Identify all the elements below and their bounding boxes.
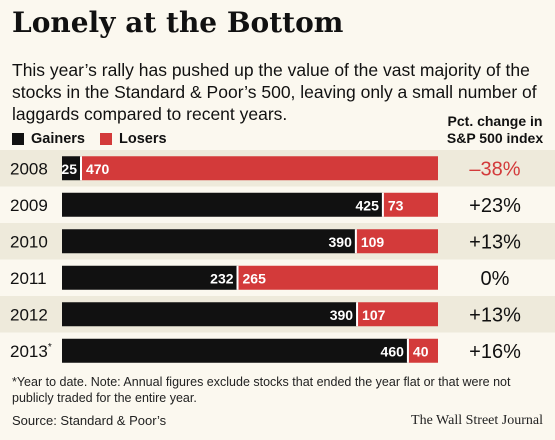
gainers-bar: [62, 302, 358, 327]
losers-bar: [237, 265, 438, 290]
losers-bar: [407, 338, 438, 363]
year-label: 2012: [10, 305, 48, 324]
gainers-value-label: 460: [381, 343, 405, 359]
gainers-value-label: 390: [330, 307, 354, 323]
footnote: *Year to date. Note: Annual figures excl…: [12, 375, 511, 405]
chart-title: Lonely at the Bottom: [12, 6, 344, 39]
gainers-bar: [62, 265, 238, 290]
year-label: 2011: [10, 269, 47, 288]
losers-value-label: 265: [243, 270, 267, 286]
pct-change-label: +13%: [469, 231, 521, 253]
year-label: 2010: [10, 232, 48, 251]
source-label: Source: Standard & Poor’s: [12, 413, 167, 428]
chart-subtitle: This year’s rally has pushed up the valu…: [12, 60, 537, 124]
gainers-value-label: 25: [61, 161, 77, 177]
stacked-bar-chart: 2008 25 470 –38% 2009 425 73 +23% 2010 390 109 +13%…: [0, 150, 555, 363]
legend-gainers-swatch: [12, 133, 24, 145]
gainers-value-label: 232: [210, 270, 234, 286]
losers-value-label: 107: [362, 307, 386, 323]
legend-losers-swatch: [100, 133, 112, 145]
pct-change-header: Pct. change in S&P 500 index: [446, 113, 544, 146]
legend-gainers: Gainers: [12, 131, 85, 147]
legend-losers-label: Losers: [119, 131, 167, 147]
gainers-bar: [62, 192, 383, 217]
losers-value-label: 73: [388, 197, 404, 213]
year-label: 2013*: [10, 342, 52, 361]
losers-bar: [80, 156, 438, 181]
legend-losers: Losers: [100, 131, 167, 147]
year-label: 2009: [10, 196, 48, 215]
losers-bar: [357, 302, 438, 327]
pct-change-label: 0%: [481, 268, 510, 290]
gainers-value-label: 425: [356, 197, 380, 213]
gainers-bar: [62, 156, 81, 181]
gainers-bar: [62, 338, 408, 363]
pct-change-label: +13%: [469, 304, 521, 326]
legend-gainers-label: Gainers: [31, 131, 85, 147]
losers-bar: [382, 192, 438, 217]
publisher-credit: The Wall Street Journal: [411, 413, 543, 428]
losers-value-label: 470: [86, 161, 110, 177]
gainers-value-label: 390: [329, 234, 353, 250]
pct-change-label: –38%: [469, 158, 520, 180]
losers-bar: [355, 229, 438, 254]
losers-value-label: 40: [413, 343, 429, 359]
year-label: 2008: [10, 159, 48, 178]
pct-change-label: +23%: [469, 195, 521, 217]
gainers-bar: [62, 229, 356, 254]
losers-value-label: 109: [361, 234, 385, 250]
pct-change-label: +16%: [469, 341, 521, 363]
